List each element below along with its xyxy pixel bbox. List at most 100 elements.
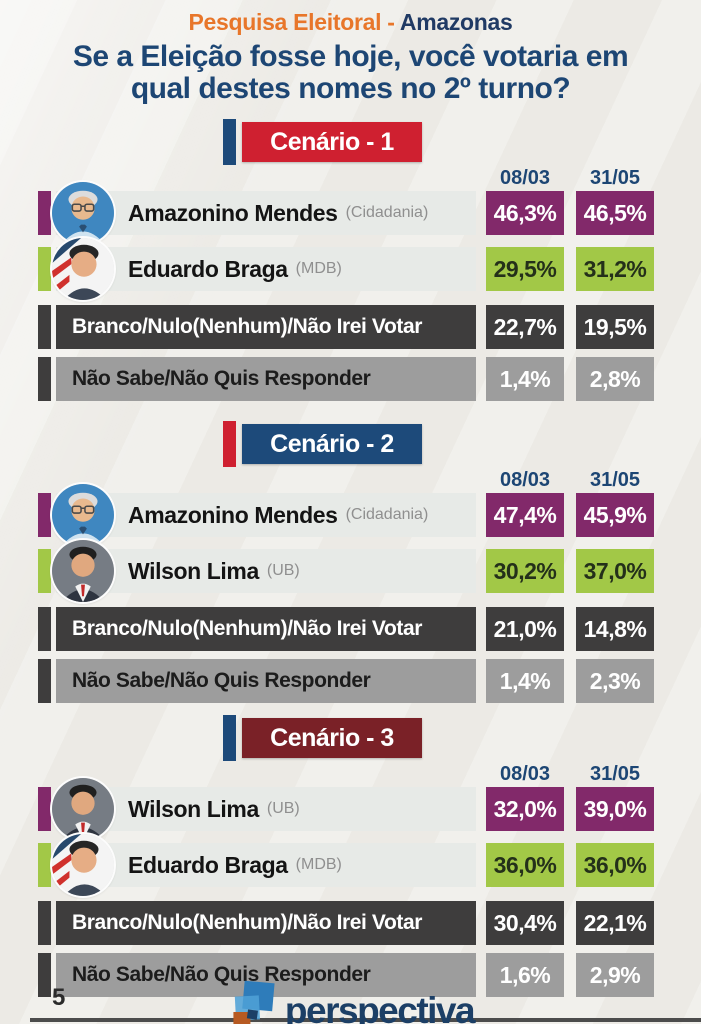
candidate-party: (UB)	[266, 562, 300, 579]
candidate-party: (MDB)	[295, 856, 342, 873]
avatar-amazonino-mendes-icon	[52, 484, 114, 546]
value-cell: 36,0%	[486, 843, 564, 887]
value-cell: 22,7%	[486, 305, 564, 349]
value-cell: 1,4%	[486, 357, 564, 401]
perspectiva-logo-text: perspectiva	[284, 990, 476, 1024]
footer: 5 perspectiva	[0, 972, 701, 1024]
banner-accent-bar	[223, 119, 236, 165]
candidate-label-bar: Wilson Lima (UB)	[56, 549, 476, 593]
date-headers: 08/03 31/05	[486, 469, 701, 493]
scenario-2-banner-row: Cenário - 2	[223, 421, 701, 467]
candidate-name: Eduardo Braga	[128, 851, 288, 878]
page-number: 5	[52, 984, 66, 1011]
date-column-header: 31/05	[589, 469, 641, 491]
status-row: Não Sabe/Não Quis Responder 1,4% 2,3%	[38, 659, 701, 703]
status-label-bar: Branco/Nulo(Nenhum)/Não Irei Votar	[56, 901, 476, 945]
date-column-header: 08/03	[499, 763, 551, 785]
candidate-label-bar: Eduardo Braga (MDB)	[56, 247, 476, 291]
date-column-header: 31/05	[589, 763, 641, 785]
avatar-wilson-lima-icon	[52, 778, 114, 840]
value-cell: 45,9%	[576, 493, 654, 537]
bottom-edge-strip	[30, 1018, 701, 1022]
candidate-party: (Cidadania)	[345, 204, 429, 221]
scenario-1-banner: Cenário - 1	[242, 122, 422, 162]
perspectiva-logo: perspectiva	[227, 980, 476, 1024]
candidate-party: (UB)	[266, 800, 300, 817]
date-column-header: 08/03	[499, 167, 551, 189]
value-cell: 30,4%	[486, 901, 564, 945]
row-accent-bar	[38, 493, 51, 537]
avatar-eduardo-braga-icon	[52, 834, 114, 896]
value-cell: 36,0%	[576, 843, 654, 887]
candidate-name: Amazonino Mendes	[128, 501, 338, 528]
status-label: Não Sabe/Não Quis Responder	[72, 963, 371, 986]
status-label: Branco/Nulo(Nenhum)/Não Irei Votar	[72, 911, 423, 934]
avatar-eduardo-braga-icon	[52, 238, 114, 300]
row-accent-bar	[38, 549, 51, 593]
candidate-row: Amazonino Mendes (Cidadania) 47,4% 45,9%	[38, 484, 701, 546]
row-accent-bar	[38, 305, 51, 349]
value-cell: 31,2%	[576, 247, 654, 291]
candidate-row: Wilson Lima (UB) 32,0% 39,0%	[38, 778, 701, 840]
row-accent-bar	[38, 901, 51, 945]
status-label-bar: Não Sabe/Não Quis Responder	[56, 953, 476, 997]
status-label: Não Sabe/Não Quis Responder	[72, 367, 371, 390]
status-label-bar: Branco/Nulo(Nenhum)/Não Irei Votar	[56, 305, 476, 349]
date-headers: 08/03 31/05	[486, 167, 701, 191]
status-row: Branco/Nulo(Nenhum)/Não Irei Votar 21,0%…	[38, 607, 701, 651]
status-label: Branco/Nulo(Nenhum)/Não Irei Votar	[72, 315, 423, 338]
value-cell: 39,0%	[576, 787, 654, 831]
status-row: Branco/Nulo(Nenhum)/Não Irei Votar 22,7%…	[38, 305, 701, 349]
avatar-wilson-lima-icon	[52, 540, 114, 602]
value-cell: 1,4%	[486, 659, 564, 703]
row-accent-bar	[38, 843, 51, 887]
scenario-1-section: Cenário - 1 08/03 31/05 Amazonino Mendes…	[0, 119, 701, 401]
value-cell: 46,5%	[576, 191, 654, 235]
report-header: Pesquisa Eleitoral - Amazonas	[0, 0, 701, 36]
poll-question: Se a Eleição fosse hoje, você votaria em…	[72, 40, 629, 105]
value-cell: 19,5%	[576, 305, 654, 349]
candidate-name: Wilson Lima	[128, 557, 259, 584]
date-headers: 08/03 31/05	[486, 763, 701, 787]
candidate-name: Amazonino Mendes	[128, 199, 338, 226]
candidate-name: Wilson Lima	[128, 795, 259, 822]
candidate-row: Wilson Lima (UB) 30,2% 37,0%	[38, 540, 701, 602]
value-cell: 30,2%	[486, 549, 564, 593]
value-cell: 22,1%	[576, 901, 654, 945]
row-accent-bar	[38, 953, 51, 997]
scenario-2-section: Cenário - 2 08/03 31/05 Amazonino Mendes…	[0, 421, 701, 703]
candidate-label-bar: Amazonino Mendes (Cidadania)	[56, 493, 476, 537]
status-label-bar: Não Sabe/Não Quis Responder	[56, 659, 476, 703]
row-accent-bar	[38, 357, 51, 401]
value-cell: 14,8%	[576, 607, 654, 651]
candidate-row: Eduardo Braga (MDB) 29,5% 31,2%	[38, 238, 701, 300]
banner-accent-bar	[223, 715, 236, 761]
scenario-3-banner-row: Cenário - 3	[223, 715, 701, 761]
avatar-amazonino-mendes-icon	[52, 182, 114, 244]
candidate-party: (Cidadania)	[345, 506, 429, 523]
row-accent-bar	[38, 787, 51, 831]
status-label: Não Sabe/Não Quis Responder	[72, 669, 371, 692]
value-cell: 2,3%	[576, 659, 654, 703]
status-row: Branco/Nulo(Nenhum)/Não Irei Votar 30,4%…	[38, 901, 701, 945]
candidate-row: Amazonino Mendes (Cidadania) 46,3% 46,5%	[38, 182, 701, 244]
candidate-label-bar: Wilson Lima (UB)	[56, 787, 476, 831]
row-accent-bar	[38, 191, 51, 235]
candidate-label-bar: Amazonino Mendes (Cidadania)	[56, 191, 476, 235]
candidate-label-bar: Eduardo Braga (MDB)	[56, 843, 476, 887]
status-label-bar: Branco/Nulo(Nenhum)/Não Irei Votar	[56, 607, 476, 651]
row-accent-bar	[38, 247, 51, 291]
value-cell: 29,5%	[486, 247, 564, 291]
value-cell: 32,0%	[486, 787, 564, 831]
candidate-party: (MDB)	[295, 260, 342, 277]
brand-text: Pesquisa Eleitoral -	[188, 9, 395, 35]
candidate-row: Eduardo Braga (MDB) 36,0% 36,0%	[38, 834, 701, 896]
value-cell: 47,4%	[486, 493, 564, 537]
status-row: Não Sabe/Não Quis Responder 1,6% 2,9%	[38, 953, 701, 997]
value-cell: 2,8%	[576, 357, 654, 401]
date-column-header: 31/05	[589, 167, 641, 189]
status-row: Não Sabe/Não Quis Responder 1,4% 2,8%	[38, 357, 701, 401]
value-cell: 21,0%	[486, 607, 564, 651]
value-cell: 1,6%	[486, 953, 564, 997]
